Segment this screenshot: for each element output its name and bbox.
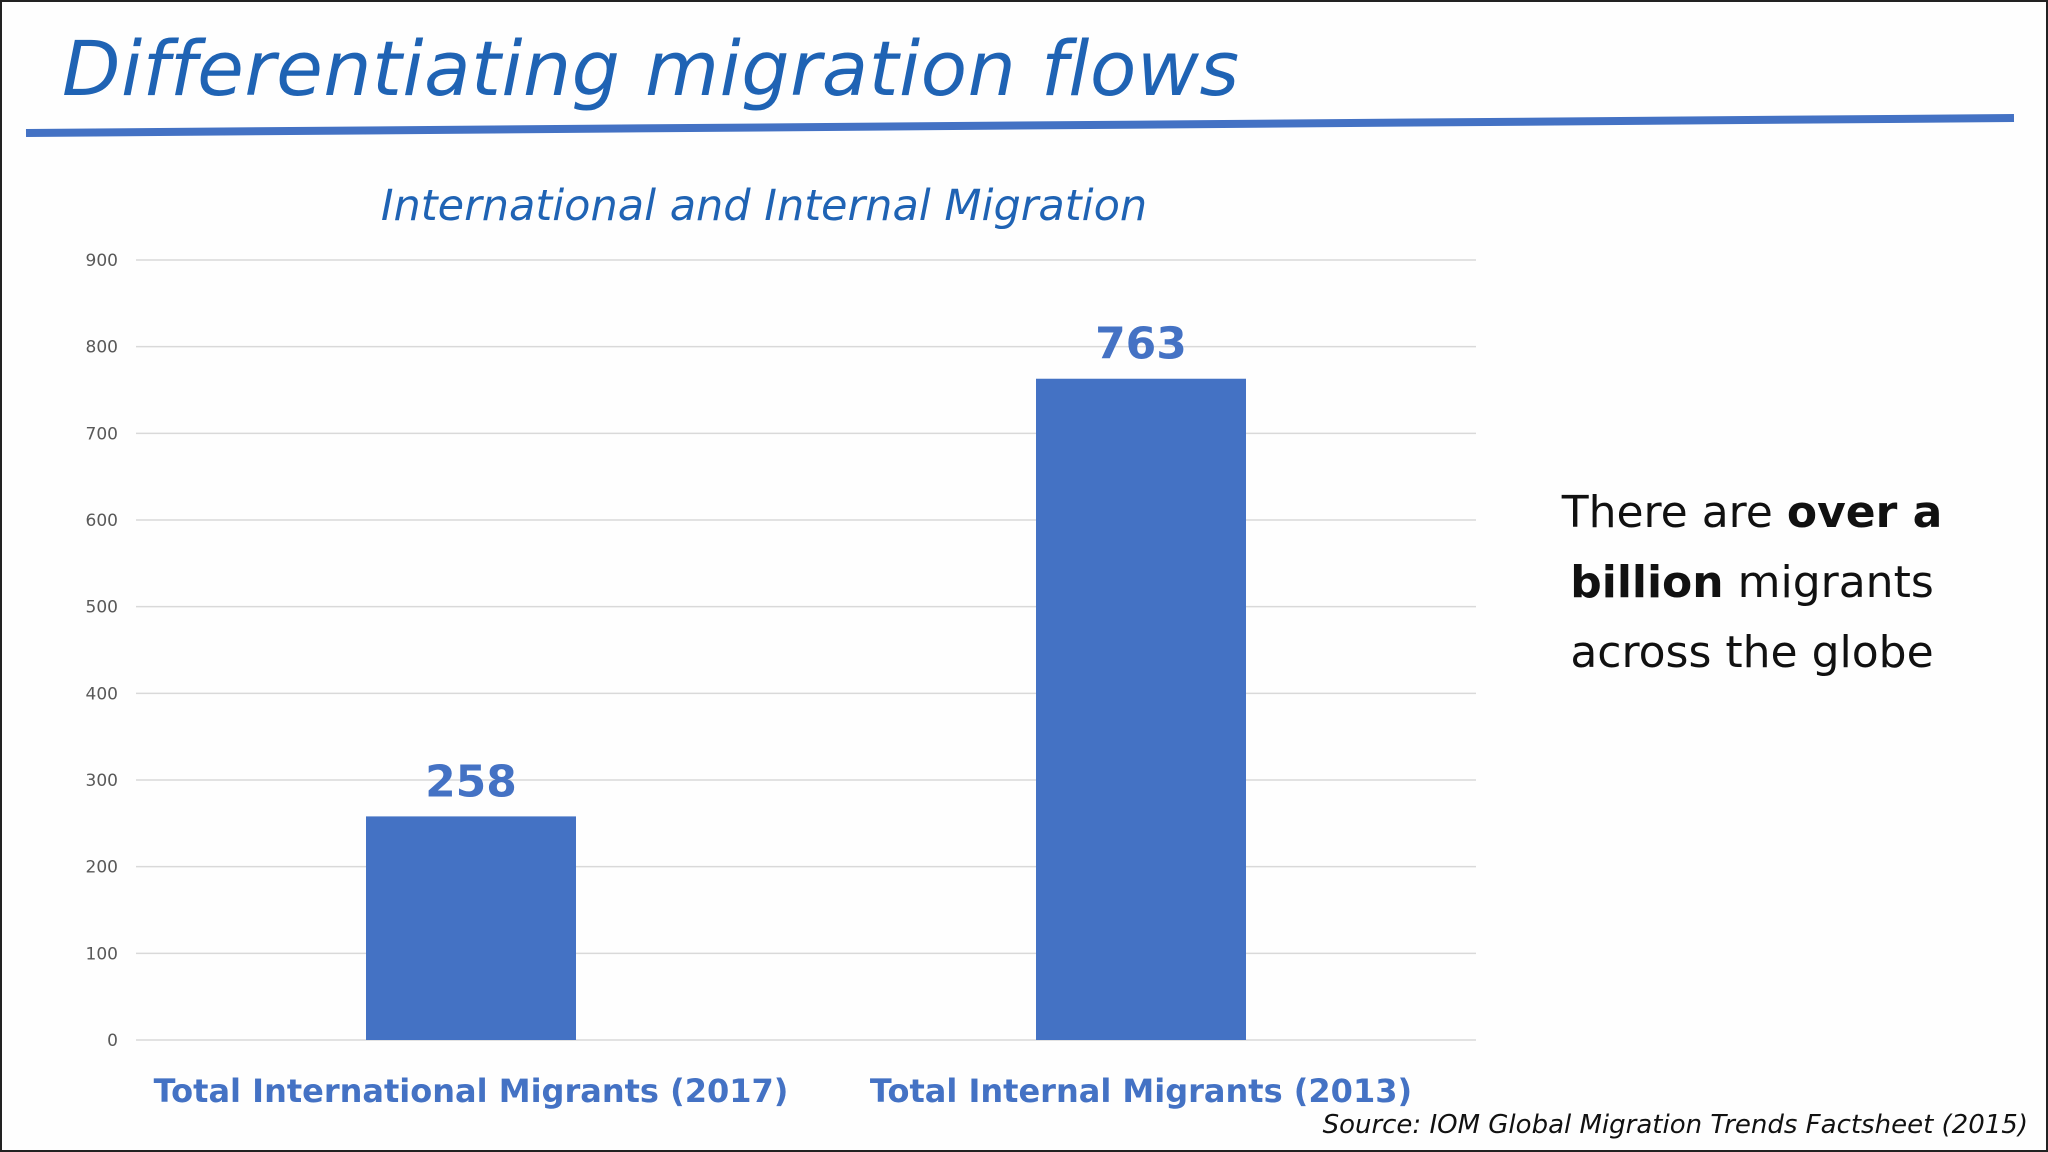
- bar: [1036, 378, 1246, 1040]
- category-label: Total International Migrants (2017): [154, 1072, 789, 1110]
- y-axis-ticks: 0 100 200 300 400 500 600 700 800 900: [86, 251, 118, 1051]
- data-label: 763: [1095, 319, 1187, 370]
- callout-pre: There are: [1561, 487, 1787, 538]
- y-tick-label: 0: [107, 1031, 118, 1051]
- y-tick-label: 900: [86, 251, 118, 271]
- y-tick-label: 400: [86, 684, 118, 704]
- slide-title: Differentiating migration flows: [62, 24, 1240, 113]
- callout-post: migrants across the globe: [1570, 557, 1934, 678]
- category-labels: Total International Migrants (2017) Total…: [154, 1072, 1413, 1110]
- data-labels: 258 763: [425, 319, 1187, 808]
- y-tick-label: 300: [86, 771, 118, 791]
- gridlines: [136, 259, 1476, 1041]
- source-citation: Source: IOM Global Migration Trends Fact…: [1322, 1110, 2028, 1140]
- title-underline: [25, 114, 2015, 137]
- y-tick-label: 600: [86, 511, 118, 531]
- chart-title: International and Internal Migration: [381, 181, 1147, 231]
- y-tick-label: 700: [86, 424, 118, 444]
- bar: [366, 816, 576, 1040]
- callout-bold: over a billion: [1570, 487, 1943, 608]
- category-label: Total Internal Migrants (2013): [870, 1072, 1412, 1110]
- bars: [366, 378, 1246, 1040]
- y-tick-label: 100: [86, 944, 118, 964]
- y-tick-label: 200: [86, 858, 118, 878]
- y-tick-label: 800: [86, 338, 118, 358]
- data-label: 258: [425, 756, 517, 807]
- callout-text: There are over a billion migrants across…: [1512, 478, 1992, 688]
- y-tick-label: 500: [86, 598, 118, 618]
